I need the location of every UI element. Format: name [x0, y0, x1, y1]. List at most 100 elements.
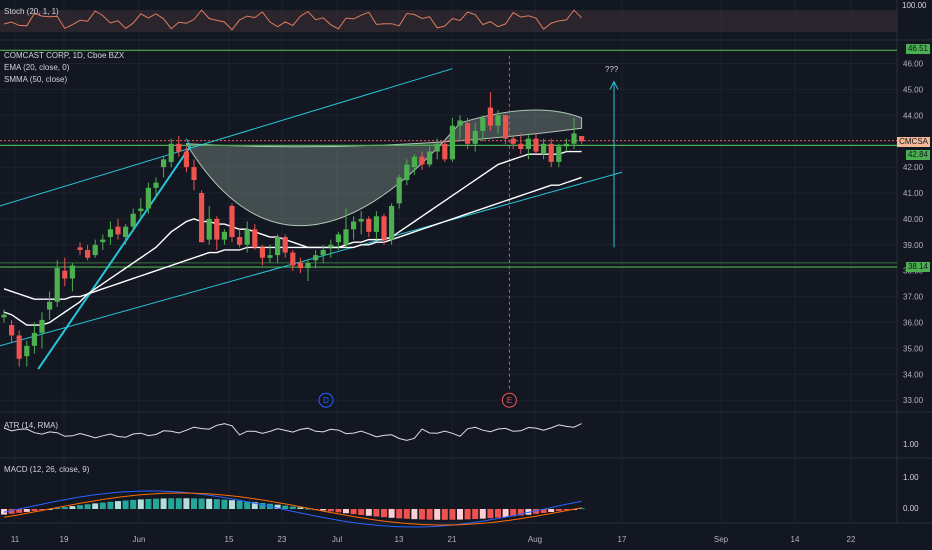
macd-histogram-bar — [441, 509, 448, 520]
macd-histogram-bar — [327, 509, 334, 512]
earnings-event-marker — [501, 392, 517, 408]
candle — [579, 136, 585, 144]
price-tick-label: 34.00 — [903, 370, 924, 379]
macd-histogram-bar — [396, 509, 403, 519]
candle-body — [548, 143, 554, 162]
macd-histogram-bar — [221, 499, 228, 509]
candle — [457, 115, 463, 139]
macd-signal-line — [3, 492, 582, 526]
macd-histogram-bar — [510, 509, 517, 517]
atr-label[interactable]: ATR (14, RMA) — [4, 421, 59, 430]
target-arrow-head — [609, 80, 619, 90]
time-tick-label: Jun — [133, 535, 146, 544]
symbol-title[interactable]: COMCAST CORP, 1D, Cboe BZX — [4, 51, 125, 60]
macd-histogram-bar — [206, 498, 213, 509]
candle — [434, 138, 440, 160]
candle — [138, 198, 144, 219]
stoch-band — [0, 10, 897, 32]
candle — [275, 234, 281, 263]
candle-body — [123, 226, 129, 238]
macd-tick-1: 1.00 — [903, 473, 919, 482]
price-tick-label: 36.00 — [903, 319, 924, 328]
candle — [373, 211, 379, 240]
time-tick-label: 15 — [225, 535, 234, 544]
candle-body — [183, 151, 189, 168]
candle-body — [290, 252, 296, 266]
macd-histogram-bar — [563, 509, 570, 511]
macd-histogram-bar — [145, 499, 152, 509]
macd-histogram-bar — [517, 509, 524, 516]
macd-histogram-bar — [350, 509, 357, 515]
candle-body — [541, 143, 547, 155]
smma-label[interactable]: SMMA (50, close) — [4, 75, 68, 84]
macd-histogram-bar — [92, 503, 99, 509]
candle-body — [206, 218, 212, 240]
candle-body — [214, 218, 220, 240]
ema-label[interactable]: EMA (20, close, 0) — [4, 63, 70, 72]
candle-body — [480, 117, 486, 131]
macd-histogram-bar — [479, 509, 486, 519]
candle — [16, 330, 22, 367]
candle — [199, 190, 205, 243]
candle-body — [487, 107, 493, 126]
macd-histogram-bar — [115, 501, 121, 509]
candle — [541, 138, 547, 160]
macd-histogram-bar — [411, 509, 418, 520]
candle — [480, 115, 486, 142]
candle — [77, 242, 83, 256]
time-tick-label: Sep — [714, 535, 729, 544]
candle — [389, 203, 395, 245]
candle — [305, 260, 311, 282]
candle — [214, 216, 220, 250]
macd-histogram-bar — [297, 507, 304, 509]
macd-histogram-bar — [457, 509, 463, 520]
macd-label[interactable]: MACD (12, 26, close, 9) — [4, 465, 90, 474]
time-tick-label: Aug — [528, 535, 542, 544]
candle — [442, 141, 448, 162]
candle-body — [343, 229, 349, 245]
candle — [168, 138, 174, 168]
candle — [427, 146, 433, 168]
candle-body — [107, 229, 113, 238]
candle — [1, 309, 7, 323]
candle-body — [351, 221, 357, 230]
atr-line — [3, 423, 582, 441]
candle — [533, 133, 539, 155]
candle-body — [1, 314, 7, 318]
macd-histogram-bar — [487, 509, 494, 519]
macd-histogram-bar — [335, 509, 342, 513]
macd-histogram-bar — [16, 509, 23, 513]
candle — [297, 257, 303, 274]
macd-histogram-bar — [244, 501, 251, 509]
candle — [548, 138, 554, 168]
candle-body — [510, 138, 516, 144]
macd-histogram-bar — [213, 499, 220, 509]
macd-histogram-bar — [578, 508, 585, 510]
macd-histogram-bar — [31, 509, 38, 511]
macd-histogram-bar — [175, 498, 182, 509]
macd-histogram-bar — [160, 498, 167, 509]
macd-histogram-bar — [419, 509, 425, 520]
dividend-event-marker — [318, 392, 334, 408]
time-tick-label: 17 — [618, 535, 627, 544]
candle — [267, 244, 273, 263]
candle-body — [62, 270, 68, 279]
candle-body — [252, 229, 258, 248]
candle — [487, 91, 493, 131]
candle-body — [396, 177, 402, 204]
candle-body — [115, 226, 121, 235]
candle — [282, 234, 288, 258]
macd-histogram-bar — [388, 509, 395, 518]
price-tick-label: 42.00 — [903, 163, 924, 172]
candle-body — [54, 268, 60, 302]
candle — [419, 151, 425, 170]
candle-body — [282, 237, 288, 253]
macd-histogram-bar — [168, 498, 175, 509]
macd-histogram-bar — [472, 509, 479, 520]
macd-histogram-bar — [525, 509, 532, 515]
upper-channel-trendline — [0, 68, 453, 207]
time-tick-label: 22 — [847, 535, 856, 544]
candle-body — [358, 218, 364, 222]
